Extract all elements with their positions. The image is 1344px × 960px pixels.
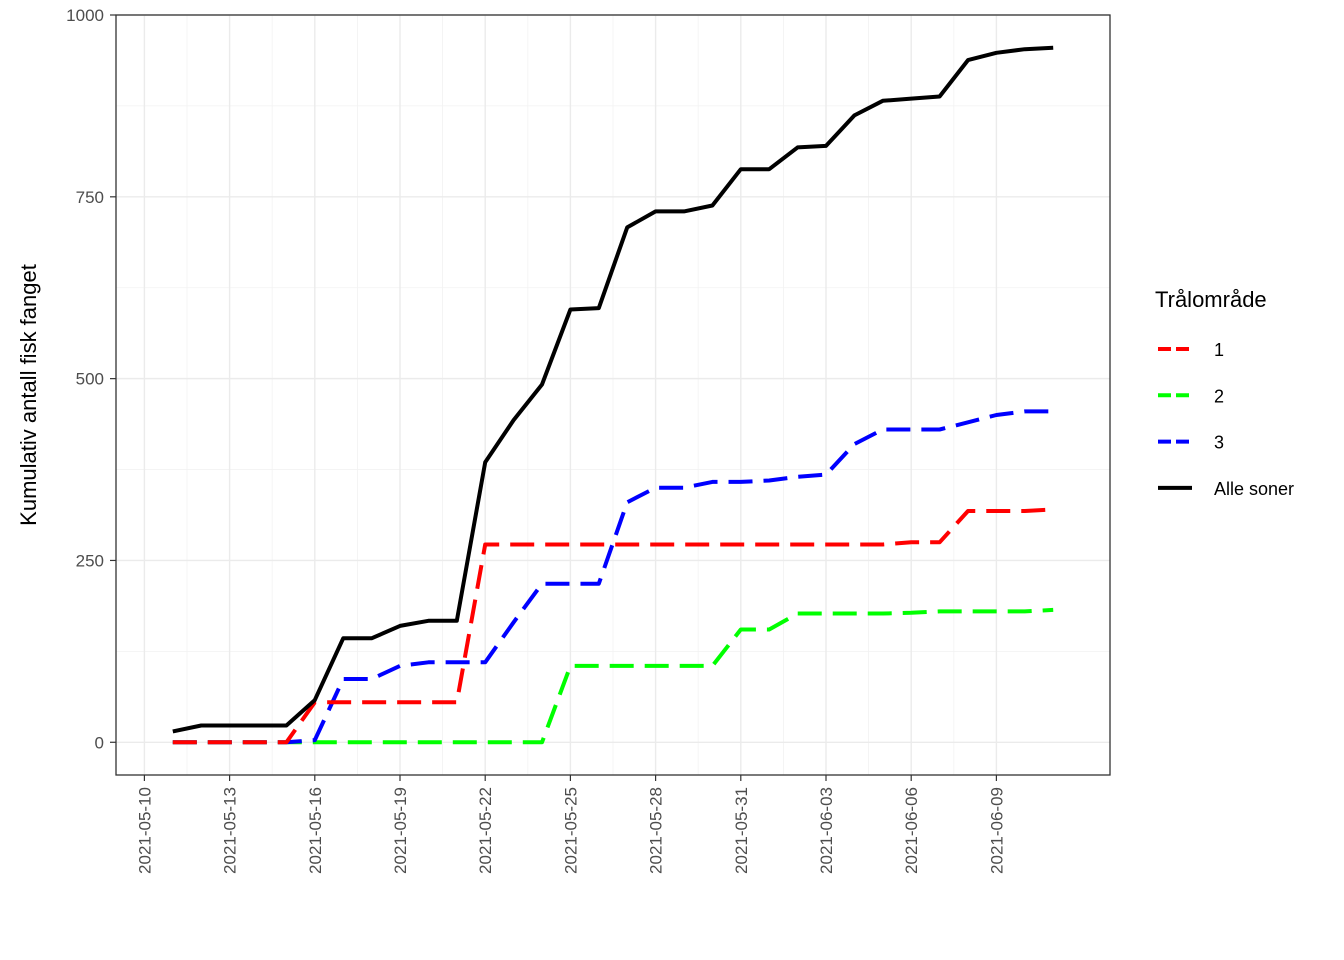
y-axis-title: Kumulativ antall fisk fanget	[16, 264, 41, 526]
series-line-2	[172, 607, 1054, 745]
x-tick-label: 2021-05-31	[732, 787, 751, 874]
x-tick-label: 2021-05-13	[221, 787, 240, 874]
x-tick-label: 2021-06-09	[987, 787, 1006, 874]
legend: Trålområde 1 2 3 Alle soner	[1155, 287, 1294, 499]
series-line-alle-soner	[172, 45, 1054, 734]
series-layer	[172, 45, 1054, 745]
x-tick-label: 2021-05-22	[476, 787, 495, 874]
legend-label: 2	[1214, 386, 1224, 406]
series-line-3	[172, 409, 1054, 745]
legend-title: Trålområde	[1155, 287, 1267, 312]
x-tick-label: 2021-05-10	[135, 787, 154, 874]
y-tick-label: 1000	[66, 6, 104, 25]
legend-label: 1	[1214, 340, 1224, 360]
x-tick-label: 2021-05-25	[561, 787, 580, 874]
legend-label: 3	[1214, 433, 1224, 453]
x-tick-label: 2021-06-06	[902, 787, 921, 874]
y-tick-label: 0	[95, 733, 104, 752]
legend-label: Alle soner	[1214, 479, 1294, 499]
legend-item: 3	[1158, 433, 1224, 453]
x-tick-label: 2021-05-16	[306, 787, 325, 874]
x-tick-label: 2021-06-03	[817, 787, 836, 874]
x-axis: 2021-05-10 2021-05-13 2021-05-16 2021-05-19…	[135, 775, 1006, 874]
y-axis: 0 250 500 750 1000	[66, 6, 116, 752]
y-tick-label: 750	[76, 188, 104, 207]
legend-item: 2	[1158, 386, 1224, 406]
legend-item: Alle soner	[1158, 479, 1294, 499]
y-tick-label: 500	[76, 370, 104, 389]
minor-gridlines	[116, 15, 1110, 775]
y-tick-label: 250	[76, 551, 104, 570]
legend-items: 1 2 3 Alle soner	[1158, 340, 1294, 499]
plot-panel-border	[115, 14, 1111, 776]
x-tick-label: 2021-05-28	[647, 787, 666, 874]
x-tick-label: 2021-05-19	[391, 787, 410, 874]
legend-item: 1	[1158, 340, 1224, 360]
series-line-1	[172, 507, 1054, 745]
